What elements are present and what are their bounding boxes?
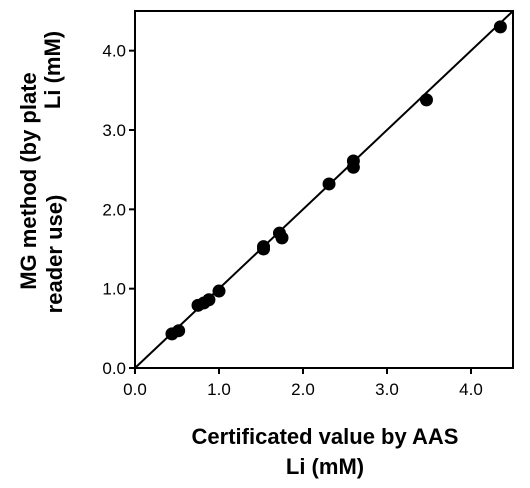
y-tick-label: 2.0 [102,200,126,219]
y-tick-label: 0.0 [102,359,126,378]
x-axis-title-line-2: Li (mM) [286,454,364,479]
x-tick-label: 1.0 [207,380,231,399]
data-point [275,231,289,245]
x-tick-label: 3.0 [375,380,399,399]
x-tick-label: 2.0 [291,380,315,399]
data-point [493,20,507,34]
data-point [346,154,360,168]
y-tick-label: 4.0 [102,42,126,61]
y-tick-label: 1.0 [102,280,126,299]
x-axis-title-line-1: Certificated value by AAS [192,424,459,449]
data-point [257,240,271,254]
trendline [134,10,514,369]
data-point [202,293,216,307]
data-point [419,93,433,107]
y-tick-label: 3.0 [102,121,126,140]
x-tick-label: 4.0 [459,380,483,399]
data-point [212,284,226,298]
x-tick-label: 0.0 [123,380,147,399]
y-axis-title-line-2: Li (mM) [40,31,65,109]
data-point [172,324,186,338]
plot-area: 0.0 1.0 2.0 3.0 4.0 0.0 1.0 2.0 3.0 4.0 [102,10,514,399]
y-axis-title-line-1: MG method (by plate [16,72,41,290]
plot-frame [134,10,514,369]
y-axis-title-line-3: reader use) [42,195,67,314]
data-point [322,177,336,191]
